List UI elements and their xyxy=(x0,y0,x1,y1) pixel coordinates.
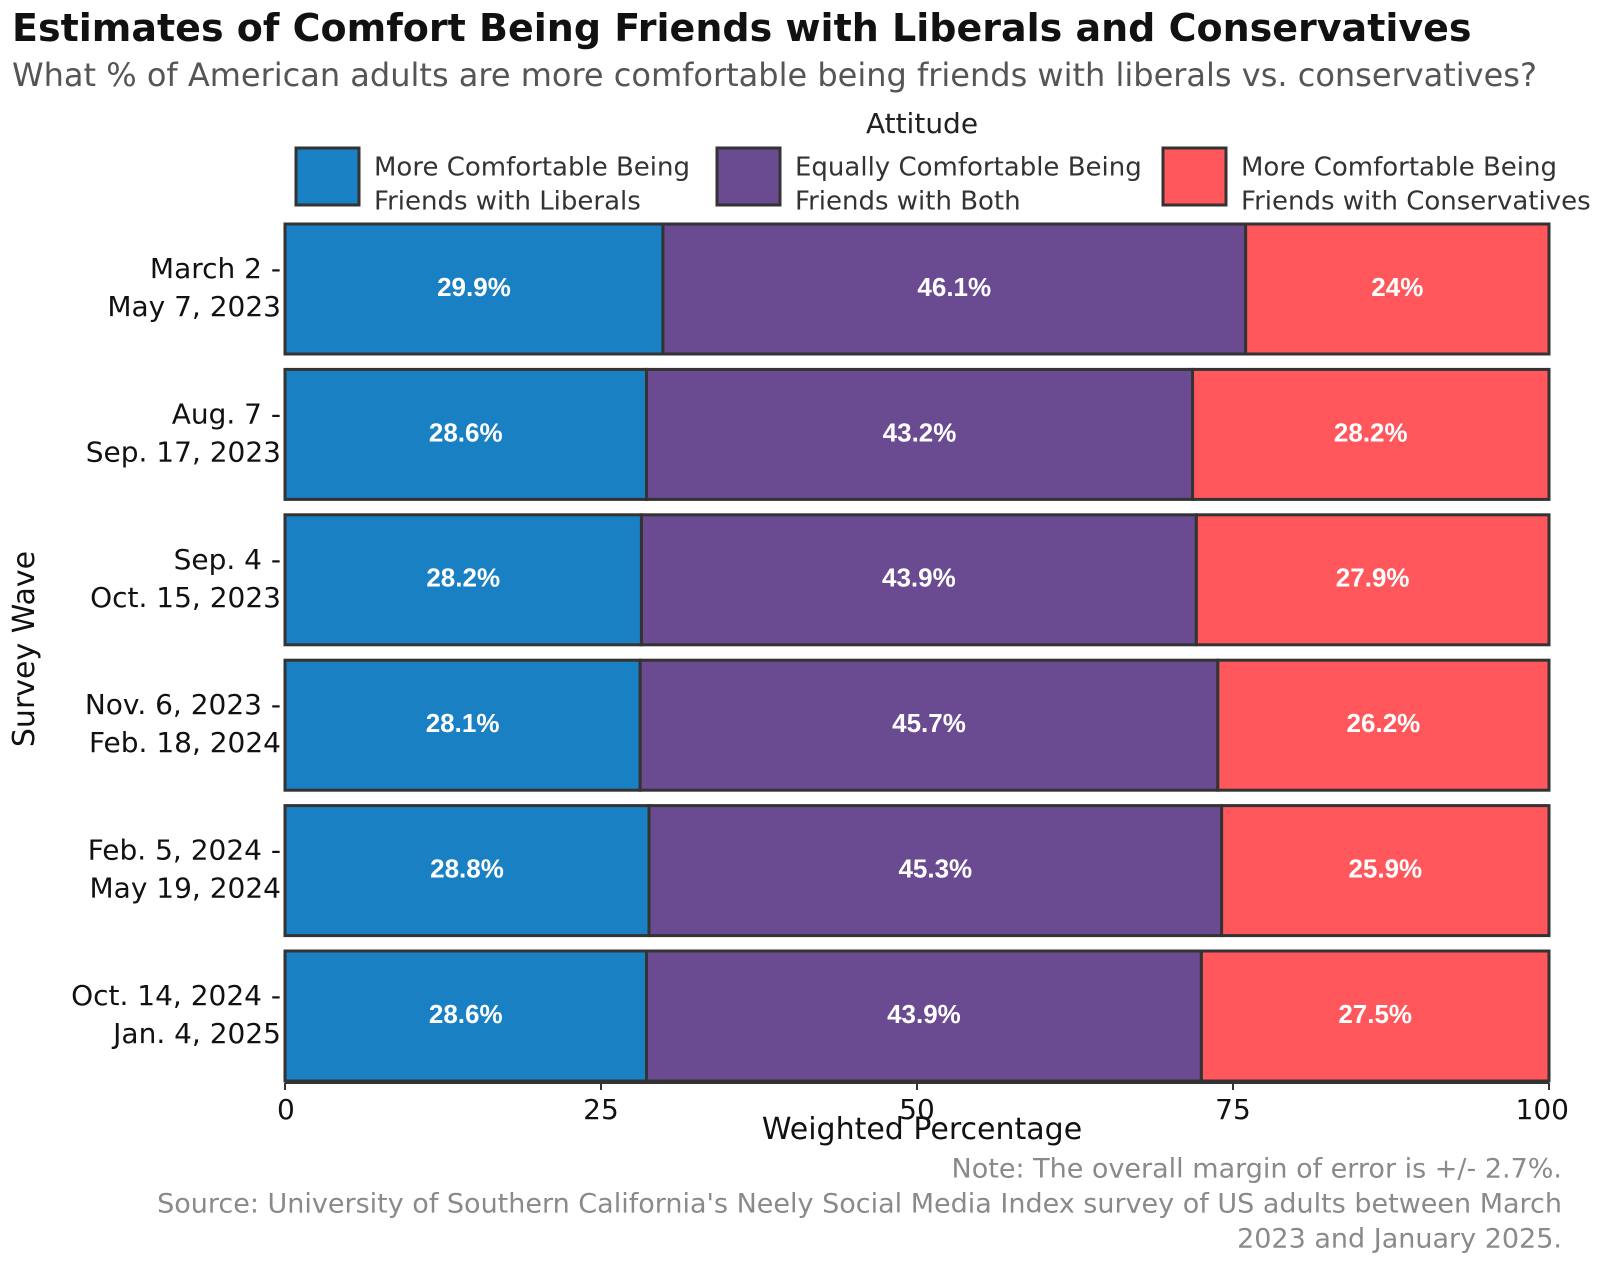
bar-segment xyxy=(1199,949,1551,1083)
legend-label: Friends with Conservatives xyxy=(1241,187,1591,217)
bar-row: 29.9% 46.1% 24% xyxy=(283,222,1551,356)
x-tick-label: 75 xyxy=(1215,1093,1251,1126)
bar-segment xyxy=(647,804,1224,938)
data-label: 28.8% xyxy=(430,853,504,883)
data-label: 24% xyxy=(1371,272,1423,302)
x-tick-label: 100 xyxy=(1516,1093,1569,1126)
legend: More Comfortable Being Friends with Liber… xyxy=(294,146,1591,217)
legend-item: More Comfortable Being Friends with Liber… xyxy=(294,146,690,217)
y-axis-tick-labels: March 2 - May 7, 2023 Aug. 7 - Sep. 17, 202… xyxy=(71,252,281,1050)
x-axis: 0 25 50 75 100 xyxy=(277,1082,1569,1126)
legend-label: Friends with Both xyxy=(795,187,1021,217)
data-label: 26.2% xyxy=(1347,708,1421,738)
data-label: 28.1% xyxy=(426,708,500,738)
bar-row: 28.6% 43.9% 27.5% xyxy=(283,949,1551,1083)
y-tick-label: Aug. 7 - xyxy=(172,397,281,430)
data-label: 43.9% xyxy=(882,563,956,593)
data-label: 43.2% xyxy=(883,417,957,447)
data-label: 29.9% xyxy=(437,272,511,302)
legend-swatch xyxy=(715,146,782,207)
y-tick-label: May 19, 2024 xyxy=(90,872,281,905)
legend-label: Equally Comfortable Being xyxy=(795,153,1142,183)
bar-row: 28.2% 43.9% 27.9% xyxy=(283,513,1551,647)
legend-label: Friends with Liberals xyxy=(374,187,641,217)
y-tick-label: Jan. 4, 2025 xyxy=(111,1017,281,1050)
x-axis-title: Weighted Percentage xyxy=(762,1112,1082,1147)
bar-row: 28.8% 45.3% 25.9% xyxy=(283,804,1551,938)
bar-row: 28.1% 45.7% 26.2% xyxy=(283,658,1551,792)
y-tick-label: Feb. 5, 2024 - xyxy=(88,834,281,867)
plot-area: 29.9% 46.1% 24% 28.6% 43.2% 28.2% 28.2% 43.9% 27… xyxy=(283,222,1551,1083)
caption-line: 2023 and January 2025. xyxy=(1237,1224,1562,1255)
legend-label: More Comfortable Being xyxy=(374,153,690,183)
data-label: 45.3% xyxy=(898,853,972,883)
y-tick-label: May 7, 2023 xyxy=(107,290,281,323)
bar-row: 28.6% 43.2% 28.2% xyxy=(283,367,1551,501)
bar-segment xyxy=(639,513,1198,647)
data-label: 27.5% xyxy=(1338,999,1412,1029)
bar-segment xyxy=(645,367,1195,501)
y-tick-label: Nov. 6, 2023 - xyxy=(85,688,281,721)
data-label: 28.2% xyxy=(1334,417,1408,447)
legend-label: More Comfortable Being xyxy=(1241,153,1557,183)
x-tick-label: 50 xyxy=(899,1093,935,1126)
y-tick-label: March 2 - xyxy=(150,252,281,285)
data-label: 27.9% xyxy=(1336,563,1410,593)
x-tick-label: 25 xyxy=(583,1093,619,1126)
data-label: 28.2% xyxy=(426,563,500,593)
bar-segment xyxy=(1191,367,1551,501)
legend-swatch xyxy=(1161,146,1228,207)
y-tick-label: Sep. 4 - xyxy=(174,543,281,576)
y-axis-title: Survey Wave xyxy=(7,551,42,747)
bar-segment xyxy=(283,513,643,647)
bar-segment xyxy=(283,658,642,792)
bar-segment xyxy=(1244,222,1551,356)
legend-swatch xyxy=(294,146,361,207)
y-tick-label: Oct. 14, 2024 - xyxy=(71,979,281,1012)
bar-segment xyxy=(1194,513,1551,647)
bar-segment xyxy=(283,804,651,938)
bar-segment xyxy=(1220,804,1551,938)
bar-segment xyxy=(283,949,649,1083)
caption-line: Note: The overall margin of error is +/-… xyxy=(952,1154,1562,1185)
caption-line: Source: University of Southern Californi… xyxy=(157,1189,1562,1220)
bar-segment xyxy=(645,949,1203,1083)
bar-segment xyxy=(283,222,665,356)
y-tick-label: Oct. 15, 2023 xyxy=(90,581,281,614)
bar-segment xyxy=(283,367,649,501)
data-label: 43.9% xyxy=(887,999,961,1029)
data-label: 46.1% xyxy=(917,272,991,302)
data-label: 25.9% xyxy=(1348,853,1422,883)
bar-segment xyxy=(1216,658,1551,792)
data-label: 28.6% xyxy=(429,417,503,447)
caption: Note: The overall margin of error is +/-… xyxy=(157,1154,1562,1255)
chart-subtitle: What % of American adults are more comfo… xyxy=(12,56,1537,94)
y-tick-label: Sep. 17, 2023 xyxy=(86,435,281,468)
bar-segment xyxy=(661,222,1248,356)
data-label: 28.6% xyxy=(429,999,503,1029)
legend-title: Attitude xyxy=(866,107,978,140)
legend-item: More Comfortable Being Friends with Conse… xyxy=(1161,146,1591,217)
legend-item: Equally Comfortable Being Friends with Bo… xyxy=(715,146,1142,217)
y-tick-label: Feb. 18, 2024 xyxy=(89,726,281,759)
chart-title: Estimates of Comfort Being Friends with … xyxy=(12,6,1472,50)
x-tick-label: 0 xyxy=(277,1093,295,1126)
data-label: 45.7% xyxy=(892,708,966,738)
